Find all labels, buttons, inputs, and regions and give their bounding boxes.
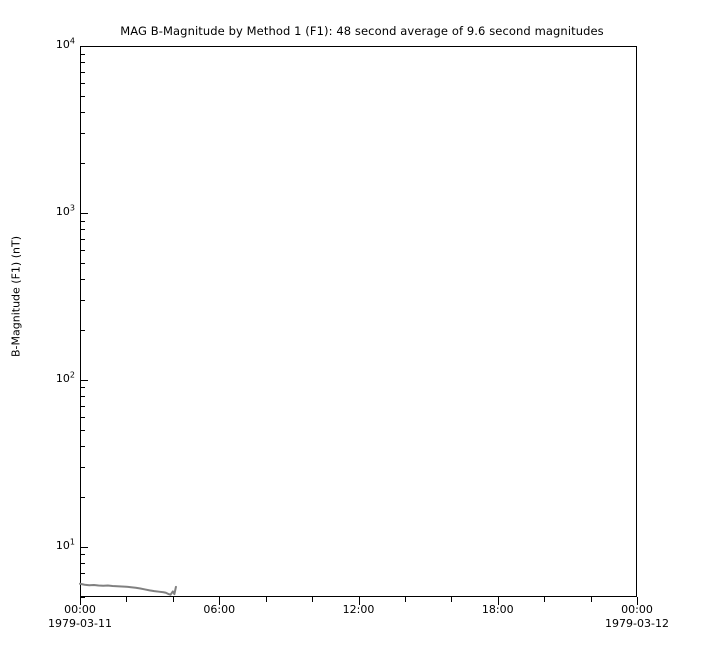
x-tick-label: 06:00	[203, 603, 236, 616]
chart-title: MAG B-Magnitude by Method 1 (F1): 48 sec…	[120, 24, 604, 38]
y-tick-minor	[80, 96, 85, 98]
y-tick-minor	[80, 238, 85, 240]
x-tick-minor	[590, 597, 592, 602]
y-tick-minor	[80, 496, 85, 498]
x-tick-minor	[172, 597, 174, 602]
x-tick-label: 18:00	[481, 603, 514, 616]
x-tick-label: 00:00	[64, 603, 96, 616]
x-tick-major	[80, 597, 81, 605]
y-tick-minor	[80, 71, 85, 73]
y-tick-minor	[80, 396, 85, 397]
plot-area	[80, 46, 637, 597]
y-tick-minor	[80, 53, 85, 55]
y-tick-minor	[80, 554, 85, 556]
y-tick-minor	[80, 572, 85, 574]
y-tick-minor	[80, 112, 85, 114]
y-tick-minor	[80, 62, 85, 64]
y-tick-minor	[80, 249, 85, 251]
y-tick-minor	[80, 263, 85, 265]
y-tick-minor	[80, 430, 85, 432]
y-tick-minor	[80, 220, 85, 222]
y-tick-minor	[80, 387, 85, 389]
y-axis-label: B-Magnitude (F1) (nT)	[9, 236, 23, 357]
y-tick-minor	[80, 562, 85, 564]
y-tick-major	[80, 212, 88, 214]
y-tick-minor	[80, 416, 85, 418]
y-tick-label: 104	[55, 36, 75, 51]
x-axis-start-date: 1979-03-11	[48, 617, 112, 630]
x-axis-end-date: 1979-03-12	[605, 617, 669, 630]
x-tick-label: 12:00	[342, 603, 375, 616]
y-tick-minor	[80, 300, 85, 302]
y-tick-minor	[80, 405, 85, 407]
x-tick-label: 00:00	[621, 603, 653, 616]
y-tick-minor	[80, 583, 85, 585]
y-tick-minor	[80, 329, 85, 331]
y-tick-minor	[80, 162, 85, 164]
y-tick-minor	[80, 597, 85, 598]
x-tick-major	[358, 597, 360, 605]
y-tick-minor	[80, 83, 85, 85]
y-tick-minor	[80, 229, 85, 231]
y-tick-minor	[80, 279, 85, 281]
y-tick-minor	[80, 446, 85, 448]
y-tick-minor	[80, 467, 85, 469]
y-tick-label: 102	[55, 370, 75, 385]
x-tick-major	[637, 597, 638, 605]
x-tick-minor	[126, 597, 128, 602]
x-tick-minor	[312, 597, 314, 602]
y-tick-major	[80, 46, 88, 47]
y-tick-major	[80, 379, 88, 381]
y-tick-label: 101	[55, 537, 75, 552]
x-tick-minor	[404, 597, 406, 602]
x-tick-minor	[544, 597, 546, 602]
x-tick-minor	[451, 597, 453, 602]
y-tick-major	[80, 546, 88, 548]
x-tick-major	[219, 597, 221, 605]
y-tick-label: 103	[55, 203, 75, 218]
y-tick-minor	[80, 133, 85, 135]
x-tick-major	[497, 597, 499, 605]
x-tick-minor	[265, 597, 267, 602]
